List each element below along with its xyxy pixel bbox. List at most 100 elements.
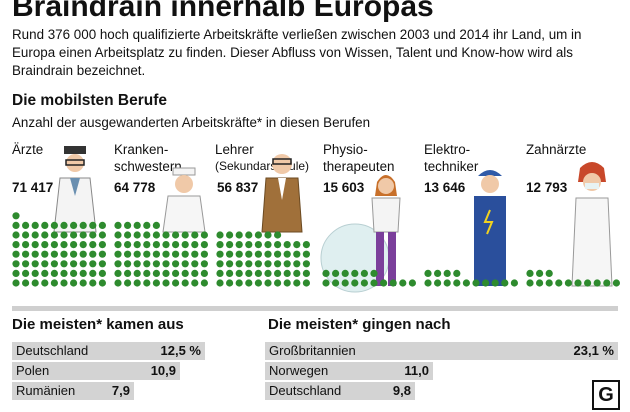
job-dot [124,231,132,239]
job-dot [41,241,49,249]
job-dot [31,269,39,277]
job-dot [264,231,272,239]
job-dot [264,260,272,268]
job-dot-group [322,269,416,287]
job-dot [22,231,30,239]
job-label-line2: schwestern [114,159,182,174]
job-label-line1: Ärzte [12,142,44,157]
job-dot [443,279,451,287]
job-dot [172,279,180,287]
job-dot [124,221,132,229]
job-dot [370,279,378,287]
job-dot [545,279,553,287]
job-dot [70,279,78,287]
job-dot [332,279,340,287]
job-dot [12,279,20,287]
job-dot [245,269,253,277]
job-dot [191,260,199,268]
job-dot [79,231,87,239]
job-label-physiotherapeuten: Physio- therapeuten [323,141,394,175]
job-dot [341,279,349,287]
job-dot [235,279,243,287]
to-heading: Die meisten* gingen nach [268,316,451,333]
job-dot [322,279,330,287]
job-dot [216,231,224,239]
job-dot [191,279,199,287]
job-dot [162,279,170,287]
job-dot [453,279,461,287]
job-dot [114,269,122,277]
job-dot [293,241,301,249]
job-dot [226,231,234,239]
bar-label: Großbritannien [269,343,356,358]
job-dot [283,241,291,249]
job-dot [114,221,122,229]
job-dot [274,279,282,287]
job-dot [351,279,359,287]
job-dot [399,279,407,287]
job-dot [216,241,224,249]
job-dot [536,279,544,287]
job-dot [424,269,432,277]
job-dot [191,241,199,249]
job-dot [89,269,97,277]
job-dot-group [216,231,310,287]
job-dot [50,241,59,249]
job-dot [114,231,122,239]
bar-from_section-0 [12,342,205,360]
job-dot [50,260,59,268]
job-dot [22,241,30,249]
job-dot [22,260,30,268]
job-dot [245,279,253,287]
electrician-figure-icon [474,170,506,286]
job-dot [491,279,499,287]
job-dot [264,279,272,287]
job-dot [293,269,301,277]
job-dot [79,260,87,268]
job-dot [60,260,68,268]
job-dot [60,250,68,258]
bar-label: Norwegen [269,363,329,378]
job-dot [351,269,359,277]
job-dot [133,231,141,239]
job-dot [274,260,282,268]
job-dot [133,221,141,229]
job-dot [89,250,97,258]
job-dot [143,279,151,287]
bar-value: 10,9 [150,363,176,378]
job-dot [226,279,234,287]
job-dot [124,241,132,249]
job-dot [41,250,49,258]
job-dot [264,269,272,277]
job-dot [216,269,224,277]
job-dot [293,279,301,287]
job-dot [254,279,262,287]
job-dot [216,260,224,268]
doctor-figure-icon [53,146,97,233]
job-dot [200,279,208,287]
job-dot [31,260,39,268]
job-dot [114,250,122,258]
job-dot [89,260,97,268]
job-dot [152,250,160,258]
job-dot [434,269,442,277]
job-dot [124,260,132,268]
job-dot [302,269,310,277]
job-dot [12,250,20,258]
job-dot [172,241,180,249]
job-dot [172,260,180,268]
job-dot [31,250,39,258]
job-dot [293,250,301,258]
job-dot [191,231,199,239]
job-dot [235,231,243,239]
job-dot [50,250,59,258]
job-dot [254,260,262,268]
bar-label: Polen [16,363,50,378]
job-dot [612,279,621,287]
job-dot [235,241,243,249]
job-dot [162,260,170,268]
job-dot [114,260,122,268]
job-dot [50,231,59,239]
job-dot [216,250,224,258]
job-dot [254,241,262,249]
